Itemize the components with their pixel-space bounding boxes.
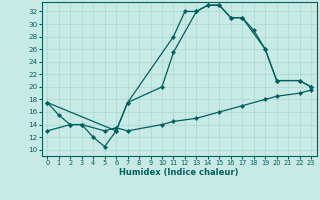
X-axis label: Humidex (Indice chaleur): Humidex (Indice chaleur) (119, 168, 239, 177)
